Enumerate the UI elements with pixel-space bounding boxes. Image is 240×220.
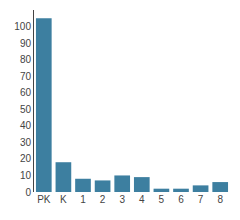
svg-text:30: 30: [20, 137, 32, 148]
svg-text:8: 8: [217, 194, 223, 205]
svg-text:70: 70: [20, 71, 32, 82]
svg-text:90: 90: [20, 38, 32, 49]
svg-text:40: 40: [20, 120, 32, 131]
svg-text:K: K: [60, 194, 67, 205]
svg-text:0: 0: [25, 187, 31, 198]
svg-text:4: 4: [139, 194, 145, 205]
svg-text:1: 1: [80, 194, 86, 205]
svg-text:7: 7: [198, 194, 204, 205]
svg-text:50: 50: [20, 104, 32, 115]
svg-text:60: 60: [20, 87, 32, 98]
svg-text:20: 20: [20, 153, 32, 164]
svg-text:2: 2: [100, 194, 106, 205]
svg-text:5: 5: [159, 194, 165, 205]
svg-text:6: 6: [178, 194, 184, 205]
svg-text:100: 100: [14, 21, 31, 32]
svg-text:PK: PK: [37, 194, 51, 205]
svg-text:80: 80: [20, 54, 32, 65]
svg-text:10: 10: [20, 170, 32, 181]
svg-text:3: 3: [119, 194, 125, 205]
